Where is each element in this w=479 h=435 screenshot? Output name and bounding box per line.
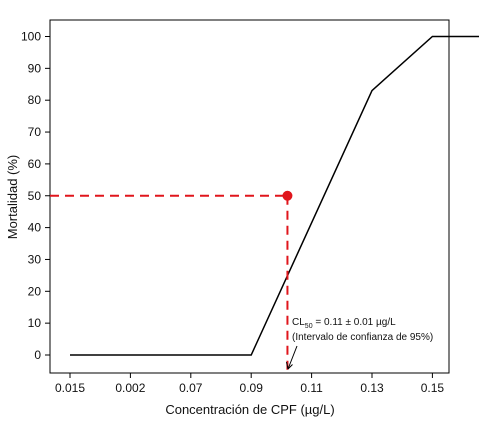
y-tick-label-70: 70 [28,125,42,139]
x-tick-label-5: 0.13 [360,381,384,395]
y-tick-label-80: 80 [28,93,42,107]
y-tick-label-40: 40 [28,221,42,235]
y-axis-title: Mortalidad (%) [5,155,20,240]
y-tick-label-60: 60 [28,157,42,171]
y-axis-ticks: 0 10 20 30 40 50 60 70 80 90 100 [21,30,50,362]
x-tick-label-0: 0.015 [55,381,85,395]
y-tick-label-50: 50 [28,189,42,203]
y-tick-label-10: 10 [28,316,42,330]
annotation-cl-subscript: 50 [305,323,313,330]
mortality-line-0 [70,35,479,356]
highlight-layer [50,190,293,373]
series-layer [70,35,479,356]
x-tick-label-6: 0.15 [421,381,445,395]
annotation-line-1: CL50 = 0.11 ± 0.01 µg/L [292,317,396,330]
annotation-cl-value: = 0.11 ± 0.01 µg/L [313,317,397,328]
y-tick-label-0: 0 [34,348,41,362]
annotation-cl-prefix: CL [292,317,305,328]
lc50-point [282,190,293,201]
x-tick-label-2: 0.07 [179,381,203,395]
y-tick-label-90: 90 [28,61,42,75]
y-tick-label-20: 20 [28,284,42,298]
annotation-arrow [287,345,298,370]
y-tick-label-30: 30 [28,252,42,266]
annotation-line-2: (Intervalo de confianza de 95%) [292,332,433,343]
x-tick-label-1: 0.002 [115,381,145,395]
x-tick-label-4: 0.11 [300,381,323,395]
x-tick-label-3: 0.09 [240,381,264,395]
x-axis-title: Concentración de CPF (µg/L) [165,402,334,417]
annotation-arrowhead [286,361,293,370]
y-tick-label-100: 100 [21,30,41,44]
